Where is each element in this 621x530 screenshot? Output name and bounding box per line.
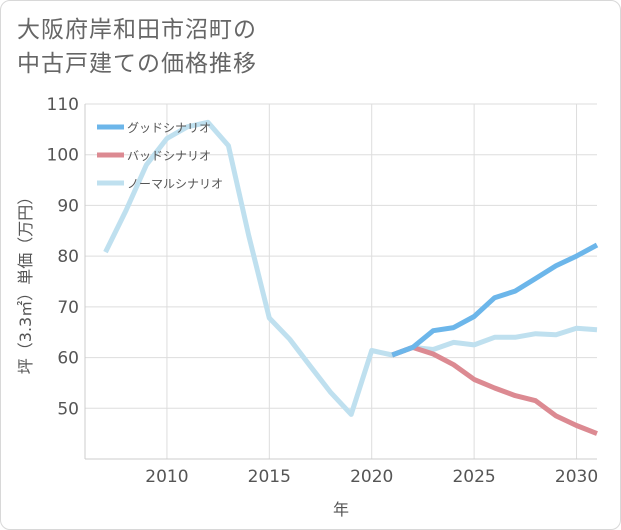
y-tick-label: 80: [57, 247, 79, 267]
legend-label: ノーマルシナリオ: [127, 177, 223, 191]
x-tick-labels: 2010 2015 2020 2025 2030: [145, 467, 598, 487]
series-line-2: [391, 344, 598, 436]
y-tick-label: 100: [47, 146, 79, 166]
x-tick-label: 2020: [350, 467, 393, 487]
y-axis-label: 坪（3.3㎡）単価（万円）: [16, 189, 35, 374]
series-line-1: [391, 242, 599, 358]
x-tick-label: 2030: [555, 467, 598, 487]
y-tick-label: 60: [57, 349, 79, 369]
legend-label: バッドシナリオ: [127, 149, 211, 163]
series-line-3: [103, 119, 598, 417]
legend-label: グッドシナリオ: [127, 121, 211, 135]
x-axis-label: 年: [333, 500, 349, 519]
x-tick-label: 2010: [145, 467, 188, 487]
x-tick-label: 2025: [452, 467, 495, 487]
chart-title-line2: 中古戸建ての価格推移: [17, 51, 257, 77]
chart-title: 大阪府岸和田市沼町の 中古戸建ての価格推移: [17, 13, 257, 81]
y-tick-labels: 50 60 70 80 90 100 110: [47, 95, 79, 419]
chart-title-line1: 大阪府岸和田市沼町の: [17, 17, 257, 43]
x-tick-label: 2015: [248, 467, 291, 487]
grid-lines: [84, 103, 597, 460]
y-tick-label: 50: [57, 399, 79, 419]
series-lines: [103, 119, 599, 436]
y-tick-label: 110: [47, 95, 79, 115]
y-tick-label: 90: [57, 196, 79, 216]
y-tick-label: 70: [57, 298, 79, 318]
